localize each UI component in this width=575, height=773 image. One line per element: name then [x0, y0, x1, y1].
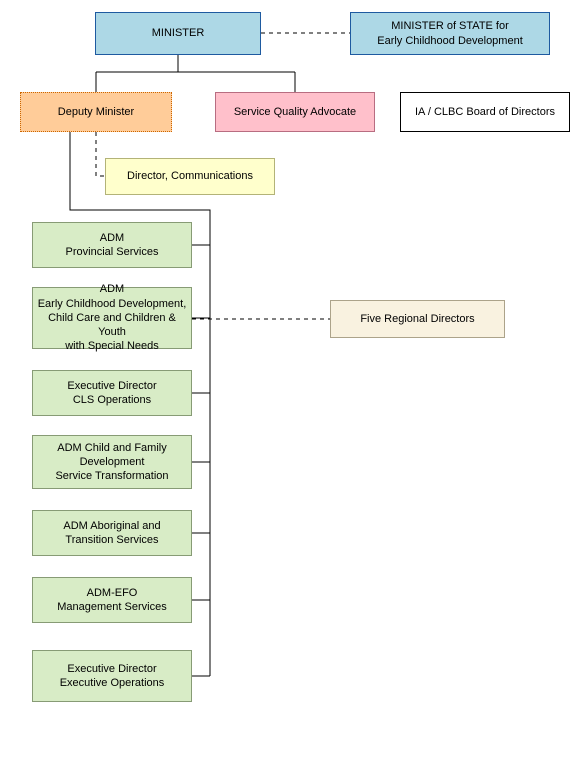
node-minister_state: MINISTER of STATE forEarly Childhood Dev…: [350, 12, 550, 55]
node-minister: MINISTER: [95, 12, 261, 55]
node-ed_eo: Executive DirectorExecutive Operations: [32, 650, 192, 702]
node-adm_ecd: ADMEarly Childhood Development,Child Car…: [32, 287, 192, 349]
edge: [96, 132, 105, 176]
node-adm_cfd: ADM Child and FamilyDevelopmentService T…: [32, 435, 192, 489]
node-adm_efo: ADM-EFOManagement Services: [32, 577, 192, 623]
node-dir_comm: Director, Communications: [105, 158, 275, 195]
node-sqa: Service Quality Advocate: [215, 92, 375, 132]
node-five_regional: Five Regional Directors: [330, 300, 505, 338]
node-adm_prov: ADMProvincial Services: [32, 222, 192, 268]
node-board: IA / CLBC Board of Directors: [400, 92, 570, 132]
node-adm_aborig: ADM Aboriginal andTransition Services: [32, 510, 192, 556]
node-ed_cls: Executive DirectorCLS Operations: [32, 370, 192, 416]
node-deputy_minister: Deputy Minister: [20, 92, 172, 132]
